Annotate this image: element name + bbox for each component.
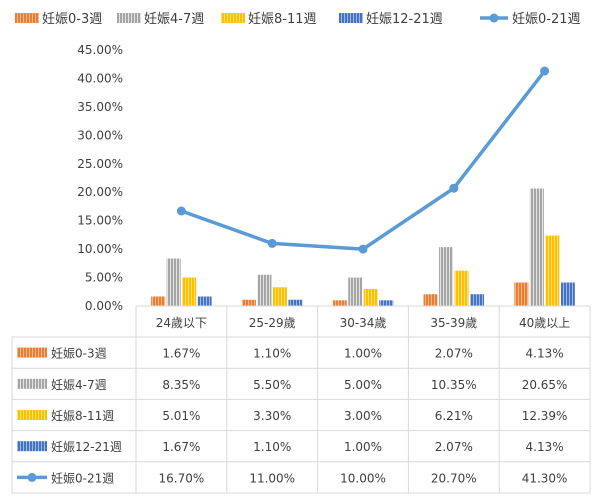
y-tick-label: 35.00% [77, 100, 123, 114]
x-tick-label: 35-39歲 [430, 316, 477, 330]
table-cell: 2.07% [435, 347, 473, 361]
row-key-marker [27, 472, 37, 482]
row-label: 妊娠0-21週 [51, 471, 114, 485]
bar-1-3 [332, 300, 347, 306]
line-point-4 [449, 183, 459, 193]
table-cell: 1.00% [344, 440, 382, 454]
bar-3-5 [545, 235, 560, 306]
row-key-1 [17, 347, 47, 358]
bar-3-2 [272, 287, 287, 306]
line-point-2 [267, 238, 277, 248]
legend-label: 妊娠12-21週 [366, 12, 443, 27]
y-tick-label: 45.00% [77, 43, 123, 57]
row-label: 妊娠8-11週 [51, 409, 114, 423]
table-cell: 5.00% [344, 378, 382, 392]
bar-1-5 [514, 282, 529, 306]
bar-3-3 [363, 288, 378, 306]
table-cell: 1.67% [162, 347, 200, 361]
table-cell: 10.35% [431, 378, 477, 392]
legend-label: 妊娠4-7週 [144, 12, 204, 27]
bar-1-4 [423, 294, 438, 306]
bar-1-2 [241, 299, 256, 306]
table-cell: 4.13% [526, 347, 564, 361]
bar-2-4 [439, 247, 454, 306]
table-cell: 2.07% [435, 440, 473, 454]
bar-4-2 [288, 299, 303, 306]
y-tick-label: 40.00% [77, 71, 123, 85]
x-tick-label: 25-29歲 [249, 316, 296, 330]
y-tick-label: 15.00% [77, 214, 123, 228]
table-cell: 4.13% [526, 440, 564, 454]
table-cell: 10.00% [340, 471, 386, 485]
table-cell: 20.70% [431, 471, 477, 485]
x-tick-label: 30-34歲 [340, 316, 387, 330]
x-tick-label: 24歲以下 [156, 316, 207, 330]
table-cell: 20.65% [522, 378, 568, 392]
y-tick-label: 5.00% [85, 271, 123, 285]
table-cell: 5.50% [253, 378, 291, 392]
table-cell: 41.30% [522, 471, 568, 485]
line-point-1 [176, 206, 186, 216]
legend-label: 妊娠8-11週 [248, 12, 317, 27]
line-point-3 [358, 244, 368, 254]
table-cell: 16.70% [159, 471, 205, 485]
y-axis: 0.00% 5.00% 10.00% 15.00% 20.00% 25.00% 30.00%… [77, 43, 123, 313]
legend-swatch-3 [221, 13, 245, 23]
bar-4-1 [197, 296, 212, 306]
row-label: 妊娠4-7週 [51, 378, 107, 392]
table-cell: 1.67% [162, 440, 200, 454]
table-cell: 1.00% [344, 347, 382, 361]
legend-swatch-2 [117, 13, 141, 23]
bar-2-5 [529, 188, 544, 306]
y-tick-label: 10.00% [77, 242, 123, 256]
bar-4-5 [560, 282, 575, 306]
bar-4-4 [470, 294, 485, 306]
legend-swatch-4 [339, 13, 363, 23]
x-tick-label: 40歲以上 [519, 316, 570, 330]
table-cell: 3.00% [344, 409, 382, 423]
y-tick-label: 25.00% [77, 157, 123, 171]
table-cell: 12.39% [522, 409, 568, 423]
table-cell: 1.10% [253, 347, 291, 361]
table-cell: 5.01% [162, 409, 200, 423]
row-label: 妊娠0-3週 [51, 347, 107, 361]
legend-label: 妊娠0-3週 [42, 12, 102, 27]
bar-2-3 [348, 277, 363, 306]
table-cell: 3.30% [253, 409, 291, 423]
legend: 妊娠0-3週 妊娠4-7週 妊娠8-11週 妊娠12-21週 妊娠0-21週 [15, 12, 581, 27]
table-cell: 11.00% [249, 471, 295, 485]
row-key-4 [17, 441, 47, 452]
bar-2-2 [257, 274, 272, 306]
legend-label: 妊娠0-21週 [512, 12, 581, 27]
row-label: 妊娠12-21週 [51, 440, 122, 454]
line-series [180, 69, 546, 251]
bar-2-1 [166, 258, 181, 306]
bar-3-1 [182, 277, 197, 306]
row-key-2 [17, 378, 47, 389]
plot-area [151, 66, 575, 306]
legend-swatch-1 [15, 13, 39, 23]
bar-3-4 [454, 270, 469, 306]
y-tick-label: 0.00% [85, 299, 123, 313]
table-cell: 8.35% [162, 378, 200, 392]
legend-marker [489, 13, 499, 23]
table-cell: 6.21% [435, 409, 473, 423]
line-point-5 [540, 66, 550, 76]
y-tick-label: 20.00% [77, 185, 123, 199]
row-key-3 [17, 410, 47, 420]
table-cell: 1.10% [253, 440, 291, 454]
y-tick-label: 30.00% [77, 128, 123, 142]
bar-1-1 [151, 296, 166, 306]
bar-4-3 [379, 300, 394, 306]
